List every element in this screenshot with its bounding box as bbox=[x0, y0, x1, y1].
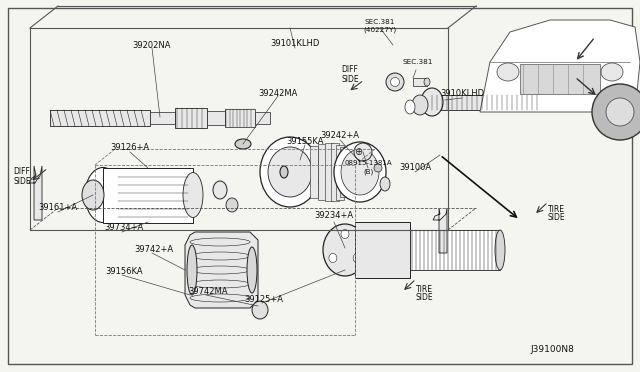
Bar bbox=[325, 143, 333, 201]
Text: 39742MA: 39742MA bbox=[188, 286, 228, 295]
Bar bbox=[310, 146, 318, 198]
Text: 39734+A: 39734+A bbox=[104, 224, 143, 232]
Ellipse shape bbox=[268, 147, 312, 197]
Text: DIFF: DIFF bbox=[342, 65, 358, 74]
Text: ⊕: ⊕ bbox=[354, 147, 362, 157]
Ellipse shape bbox=[601, 63, 623, 81]
Bar bbox=[150, 112, 175, 124]
Ellipse shape bbox=[495, 230, 505, 270]
Text: 39156KA: 39156KA bbox=[105, 267, 143, 276]
Ellipse shape bbox=[412, 95, 428, 115]
Bar bbox=[355, 222, 410, 278]
Bar bbox=[413, 78, 427, 86]
Text: 39100A: 39100A bbox=[399, 164, 431, 173]
Ellipse shape bbox=[252, 301, 268, 319]
Text: 39242MA: 39242MA bbox=[259, 89, 298, 97]
Text: 39161+A: 39161+A bbox=[38, 202, 77, 212]
Ellipse shape bbox=[497, 63, 519, 81]
Text: SIDE: SIDE bbox=[13, 176, 31, 186]
Text: SIDE: SIDE bbox=[548, 214, 566, 222]
Ellipse shape bbox=[390, 77, 399, 87]
Polygon shape bbox=[29, 166, 42, 220]
Bar bbox=[255, 112, 270, 124]
Bar bbox=[103, 168, 193, 223]
Text: 39101KLHD: 39101KLHD bbox=[270, 39, 320, 48]
Bar bbox=[410, 230, 500, 270]
Ellipse shape bbox=[226, 198, 238, 212]
Text: SIDE: SIDE bbox=[416, 292, 434, 301]
Text: 39242+A: 39242+A bbox=[321, 131, 360, 141]
Bar bbox=[50, 110, 150, 126]
Circle shape bbox=[354, 143, 372, 161]
Ellipse shape bbox=[380, 177, 390, 191]
Bar bbox=[175, 108, 207, 128]
Ellipse shape bbox=[421, 88, 443, 116]
Text: DIFF: DIFF bbox=[13, 167, 31, 176]
Text: 39742+A: 39742+A bbox=[134, 244, 173, 253]
Ellipse shape bbox=[353, 253, 361, 263]
Ellipse shape bbox=[323, 224, 367, 276]
Text: TIRE: TIRE bbox=[416, 285, 433, 294]
Bar bbox=[225, 109, 255, 127]
Ellipse shape bbox=[235, 139, 251, 149]
Text: 3910KLHD: 3910KLHD bbox=[440, 90, 484, 99]
Text: J39100N8: J39100N8 bbox=[530, 346, 574, 355]
Text: SEC.381: SEC.381 bbox=[403, 59, 433, 65]
Text: 39126+A: 39126+A bbox=[111, 144, 150, 153]
Circle shape bbox=[374, 164, 382, 172]
Bar bbox=[318, 144, 326, 200]
Ellipse shape bbox=[346, 166, 354, 178]
Bar bbox=[520, 64, 600, 94]
Bar bbox=[331, 143, 339, 201]
Circle shape bbox=[606, 98, 634, 126]
Polygon shape bbox=[185, 232, 258, 308]
Text: TIRE: TIRE bbox=[548, 205, 565, 215]
Text: 39125+A: 39125+A bbox=[244, 295, 284, 305]
Ellipse shape bbox=[260, 137, 320, 207]
Text: (40227Y): (40227Y) bbox=[364, 27, 397, 33]
Ellipse shape bbox=[424, 78, 430, 86]
Text: 08915-1381A: 08915-1381A bbox=[344, 160, 392, 166]
Ellipse shape bbox=[183, 173, 203, 218]
Ellipse shape bbox=[280, 166, 288, 178]
Ellipse shape bbox=[341, 149, 379, 195]
Text: SIDE: SIDE bbox=[341, 74, 359, 83]
Ellipse shape bbox=[187, 245, 197, 295]
Polygon shape bbox=[480, 20, 640, 112]
Bar bbox=[207, 111, 225, 125]
Text: SEC.381: SEC.381 bbox=[365, 19, 395, 25]
Ellipse shape bbox=[82, 180, 104, 210]
Bar bbox=[430, 95, 540, 110]
Polygon shape bbox=[433, 208, 447, 253]
Circle shape bbox=[592, 84, 640, 140]
Ellipse shape bbox=[341, 230, 349, 238]
Ellipse shape bbox=[405, 100, 415, 114]
Text: (B): (B) bbox=[363, 169, 373, 175]
Text: 39234+A: 39234+A bbox=[314, 212, 353, 221]
Ellipse shape bbox=[213, 181, 227, 199]
Ellipse shape bbox=[334, 142, 386, 202]
Ellipse shape bbox=[85, 167, 121, 222]
Ellipse shape bbox=[329, 253, 337, 263]
Ellipse shape bbox=[247, 247, 257, 293]
Bar bbox=[336, 145, 344, 200]
Ellipse shape bbox=[386, 73, 404, 91]
Bar bbox=[340, 147, 348, 197]
Text: 39202NA: 39202NA bbox=[132, 41, 172, 49]
Text: 39155KA: 39155KA bbox=[286, 138, 324, 147]
